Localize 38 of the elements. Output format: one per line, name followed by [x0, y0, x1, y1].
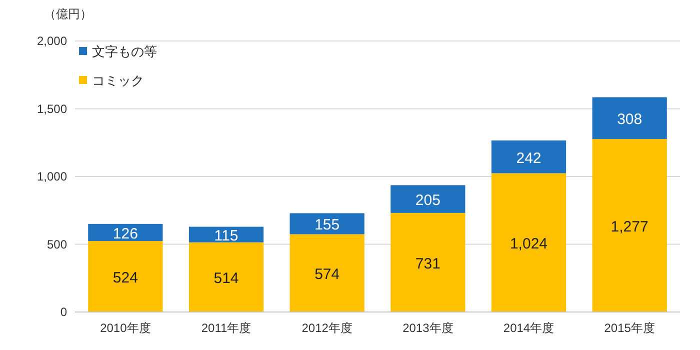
data-label: 126 [112, 225, 138, 242]
bar [188, 226, 264, 242]
data-label: 574 [314, 266, 340, 284]
y-tick-label: 500 [46, 237, 68, 252]
bar [491, 173, 566, 312]
data-label: 1,277 [610, 218, 648, 236]
x-tick-label: 2010年度 [100, 321, 151, 335]
bar [88, 224, 163, 241]
y-tick-label: 2,000 [36, 34, 68, 48]
y-axis-title: （億円） [44, 7, 92, 21]
y-tick-label: 1,500 [36, 102, 68, 116]
x-tick-label: 2015年度 [604, 321, 655, 335]
bar [290, 213, 364, 234]
bar [290, 234, 364, 312]
x-tick-label: 2012年度 [302, 321, 352, 335]
data-label: 308 [617, 111, 642, 128]
bar [88, 241, 163, 312]
bar [491, 140, 566, 174]
data-label: 514 [214, 270, 239, 288]
bar [188, 242, 264, 312]
data-label: 1,024 [510, 236, 548, 253]
y-tick-label: 0 [60, 305, 68, 319]
data-label: 115 [214, 228, 238, 245]
x-tick-label: 2014年度 [503, 321, 554, 335]
legend-label: コミック [92, 73, 144, 88]
x-tick-label: 2011年度 [201, 321, 252, 335]
y-tick-label: 1,000 [36, 170, 68, 184]
data-label: 205 [415, 192, 440, 210]
bar [592, 97, 667, 139]
data-label: 731 [415, 255, 440, 272]
data-label: 242 [516, 150, 542, 167]
bar [592, 138, 667, 312]
data-label: 524 [112, 270, 138, 286]
bar [390, 185, 466, 213]
legend-label: 文字もの等 [92, 44, 157, 59]
bar [390, 212, 466, 312]
data-label: 155 [314, 216, 340, 234]
x-tick-label: 2013年度 [402, 321, 454, 335]
